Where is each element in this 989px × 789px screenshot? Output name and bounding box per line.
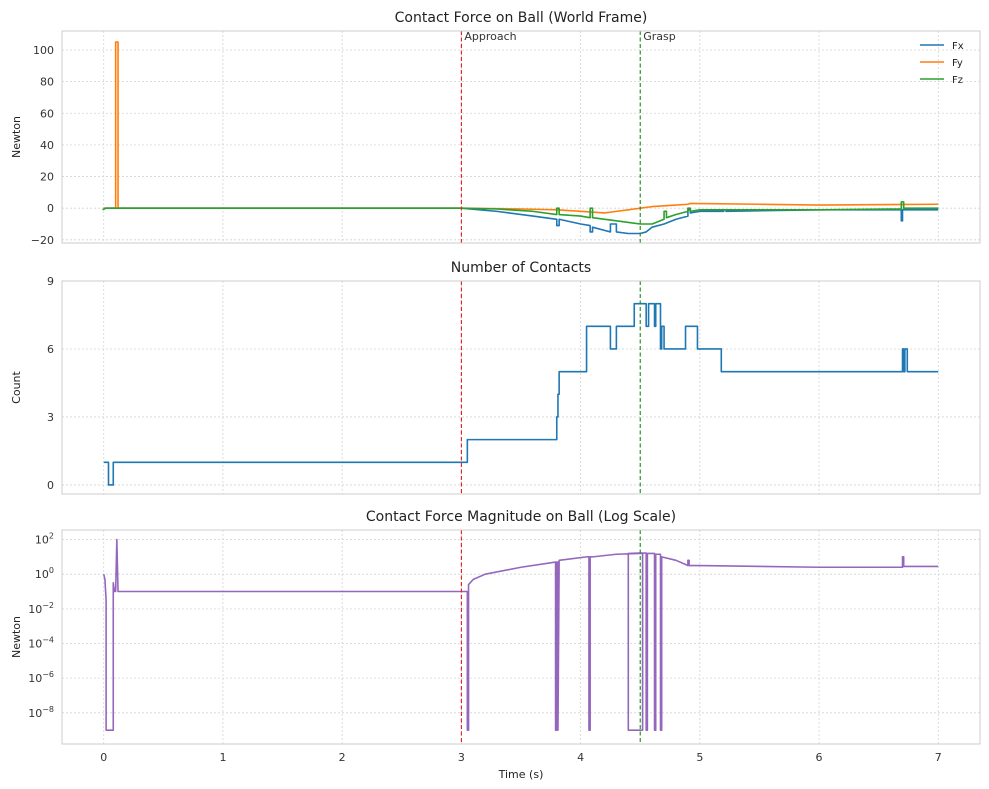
chart-title: Contact Force on Ball (World Frame) [395,10,648,26]
y-tick-label: 9 [47,275,54,288]
chart-panel-1: Approach Grasp Contact Force on Ball (Worl… [10,10,981,247]
y-tick-label: 6 [47,343,54,356]
y-tick-label: 100 [33,44,54,57]
y-tick-label: 3 [47,411,54,424]
y-axis-label: Newton [10,616,23,658]
legend-label-fy: Fy [952,58,963,69]
x-tick-label: 3 [458,751,465,764]
x-tick-label: 6 [816,751,823,764]
axes-frame [61,280,981,495]
series-line-3-1 [102,538,939,731]
axes-frame [61,30,981,244]
annotation-label-approach: Approach [464,30,516,43]
y-tick-label: 10−8 [28,705,54,720]
y-tick-label: 60 [40,107,54,120]
chart-title: Contact Force Magnitude on Ball (Log Sca… [366,509,676,525]
legend-label-fz: Fz [952,75,963,86]
x-tick-label: 2 [339,751,346,764]
x-tick-label: 1 [219,751,226,764]
annotation-label-grasp: Grasp [643,30,676,43]
y-tick-label: −20 [31,234,54,247]
y-tick-label: 0 [47,479,54,492]
chart-panel-2: Number of Contacts 0 3 6 9 Count [10,260,981,495]
series-line-fy [103,41,939,214]
x-tick-label: 7 [935,751,942,764]
y-axis-label: Count [10,370,23,403]
legend-label-fx: Fx [952,41,964,52]
x-axis-label: Time (s) [498,768,544,781]
chart-panel-3: Contact Force Magnitude on Ball (Log Sca… [10,509,981,781]
series-line-fz [102,201,939,225]
y-tick-label: 10−6 [28,670,54,685]
series-line-fx [103,207,939,235]
axes-frame [61,529,981,745]
x-tick-label: 5 [696,751,703,764]
y-tick-label: 0 [47,202,54,215]
x-tick-label: 4 [577,751,584,764]
x-tick-label: 0 [100,751,107,764]
y-tick-label: 40 [40,139,54,152]
y-tick-label: 20 [40,171,54,184]
y-tick-label: 10−2 [28,601,54,616]
chart-title: Number of Contacts [451,260,591,276]
y-axis-label: Newton [10,116,23,158]
y-tick-label: 102 [35,532,54,547]
y-tick-label: 10−4 [28,635,54,650]
legend: Fx Fy Fz [920,41,964,86]
y-tick-label: 100 [35,566,54,581]
series-line-2-1 [103,302,939,486]
y-tick-label: 80 [40,76,54,89]
